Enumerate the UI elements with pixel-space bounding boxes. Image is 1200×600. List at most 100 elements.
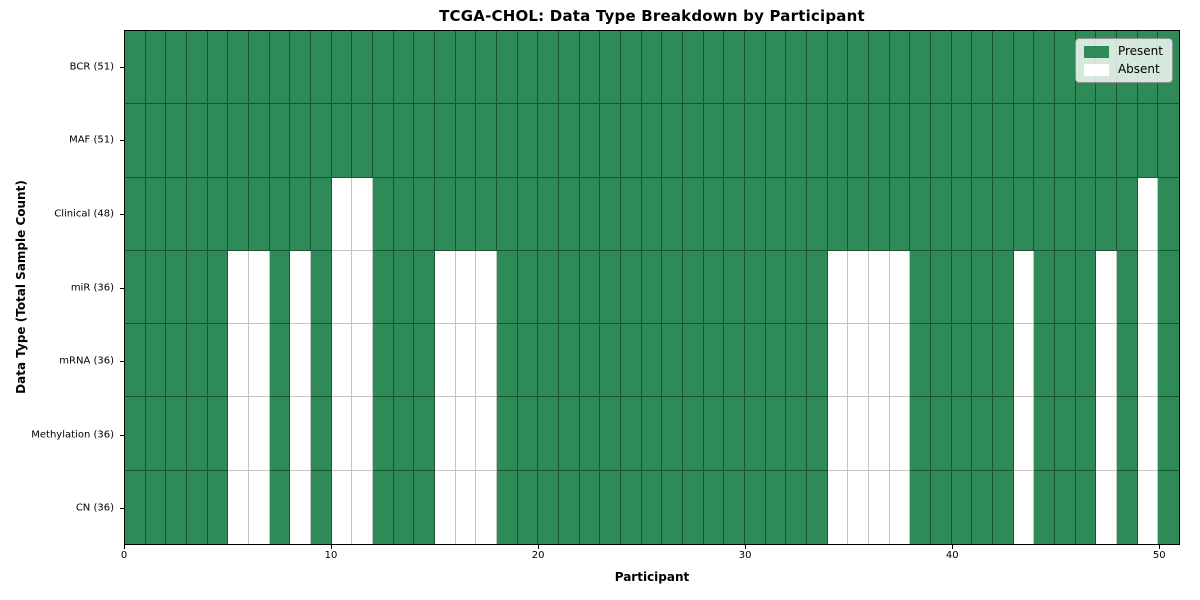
- heatmap-cell: [207, 31, 229, 105]
- legend-swatch-absent: [1083, 63, 1109, 76]
- heatmap-cell: [1158, 250, 1179, 325]
- heatmap-cell: [455, 470, 477, 544]
- heatmap-cell: [703, 250, 725, 325]
- heatmap-cell: [1034, 250, 1055, 325]
- heatmap-cell: [166, 250, 187, 325]
- legend-label: Absent: [1117, 62, 1160, 76]
- heatmap-cell: [744, 397, 766, 471]
- heatmap-cell: [1137, 397, 1159, 471]
- heatmap-cell: [910, 177, 931, 251]
- heatmap-cell: [538, 31, 559, 105]
- heatmap-cell: [1158, 397, 1179, 471]
- heatmap-cell: [269, 470, 291, 544]
- heatmap-cell: [207, 177, 229, 251]
- heatmap-cell: [703, 397, 725, 471]
- heatmap-cell: [1137, 104, 1159, 178]
- heatmap-cell: [1054, 104, 1076, 178]
- heatmap-cell: [744, 104, 766, 178]
- heatmap-cell: [806, 397, 828, 471]
- y-tick-label: miR (36): [70, 282, 114, 293]
- heatmap-cell: [372, 397, 394, 471]
- heatmap-cell: [145, 470, 167, 544]
- heatmap-cell: [538, 397, 559, 471]
- heatmap-cell: [662, 250, 683, 325]
- heatmap-cell: [1075, 324, 1097, 398]
- x-tick-label: 40: [945, 550, 959, 561]
- heatmap-cell: [744, 31, 766, 105]
- heatmap-cell: [1034, 397, 1055, 471]
- heatmap-cell: [228, 104, 249, 178]
- heatmap-cell: [951, 177, 973, 251]
- legend-item: Absent: [1083, 62, 1163, 76]
- heatmap-cell: [393, 324, 415, 398]
- heatmap-cell: [703, 104, 725, 178]
- heatmap-cell: [620, 177, 642, 251]
- x-tick-mark: [124, 545, 125, 549]
- heatmap-cell: [806, 250, 828, 325]
- heatmap-cell: [1013, 397, 1035, 471]
- heatmap-cell: [455, 250, 477, 325]
- heatmap-cell: [558, 324, 580, 398]
- heatmap-cell: [951, 31, 973, 105]
- heatmap-cell: [868, 324, 890, 398]
- heatmap-cell: [207, 470, 229, 544]
- heatmap-cell: [765, 397, 787, 471]
- heatmap-cell: [1013, 104, 1035, 178]
- heatmap-cell: [538, 470, 559, 544]
- heatmap-cell: [455, 177, 477, 251]
- heatmap-cell: [662, 397, 683, 471]
- heatmap-cell: [910, 324, 931, 398]
- heatmap-cell: [331, 324, 353, 398]
- heatmap-cell: [1158, 177, 1179, 251]
- heatmap-cell: [600, 397, 621, 471]
- heatmap-cell: [269, 104, 291, 178]
- heatmap-cell: [393, 470, 415, 544]
- heatmap-cell: [166, 177, 187, 251]
- heatmap-cell: [538, 250, 559, 325]
- heatmap-cell: [290, 104, 311, 178]
- heatmap-cell: [455, 104, 477, 178]
- heatmap-cell: [972, 397, 993, 471]
- heatmap-cell: [145, 31, 167, 105]
- heatmap-cell: [620, 104, 642, 178]
- heatmap-cell: [352, 31, 373, 105]
- heatmap-cell: [786, 104, 807, 178]
- heatmap-cell: [641, 324, 663, 398]
- heatmap-cell: [600, 250, 621, 325]
- heatmap-cell: [641, 397, 663, 471]
- legend-item: Present: [1083, 45, 1163, 58]
- y-axis: BCR (51) MAF (51) Clinical (48) miR (36) mRN…: [0, 30, 124, 545]
- heatmap-cell: [414, 31, 435, 105]
- y-tick-mark: [120, 66, 124, 68]
- heatmap-cell: [166, 324, 187, 398]
- heatmap-cell: [1158, 324, 1179, 398]
- heatmap-cell: [248, 104, 270, 178]
- heatmap-cell: [414, 177, 435, 251]
- heatmap-cell: [434, 177, 456, 251]
- x-tick-label: 30: [738, 550, 752, 561]
- heatmap-cell: [662, 104, 683, 178]
- heatmap-cell: [269, 31, 291, 105]
- heatmap-cell: [641, 470, 663, 544]
- heatmap-cell: [620, 324, 642, 398]
- heatmap-cell: [496, 31, 518, 105]
- heatmap-cell: [455, 397, 477, 471]
- heatmap-cell: [930, 177, 952, 251]
- heatmap-cell: [724, 104, 745, 178]
- heatmap-cell: [496, 104, 518, 178]
- heatmap-cell: [558, 177, 580, 251]
- heatmap-cell: [269, 250, 291, 325]
- heatmap-cell: [1137, 470, 1159, 544]
- heatmap-cell: [972, 104, 993, 178]
- heatmap-cell: [889, 104, 911, 178]
- heatmap-cell: [930, 324, 952, 398]
- heatmap-cell: [248, 397, 270, 471]
- heatmap-cell: [1096, 324, 1117, 398]
- heatmap-cell: [1054, 31, 1076, 105]
- y-tick-mark: [120, 434, 124, 436]
- heatmap-cell: [331, 31, 353, 105]
- heatmap-cell: [579, 397, 601, 471]
- y-tick-mark: [120, 287, 124, 289]
- heatmap-cell: [125, 324, 146, 398]
